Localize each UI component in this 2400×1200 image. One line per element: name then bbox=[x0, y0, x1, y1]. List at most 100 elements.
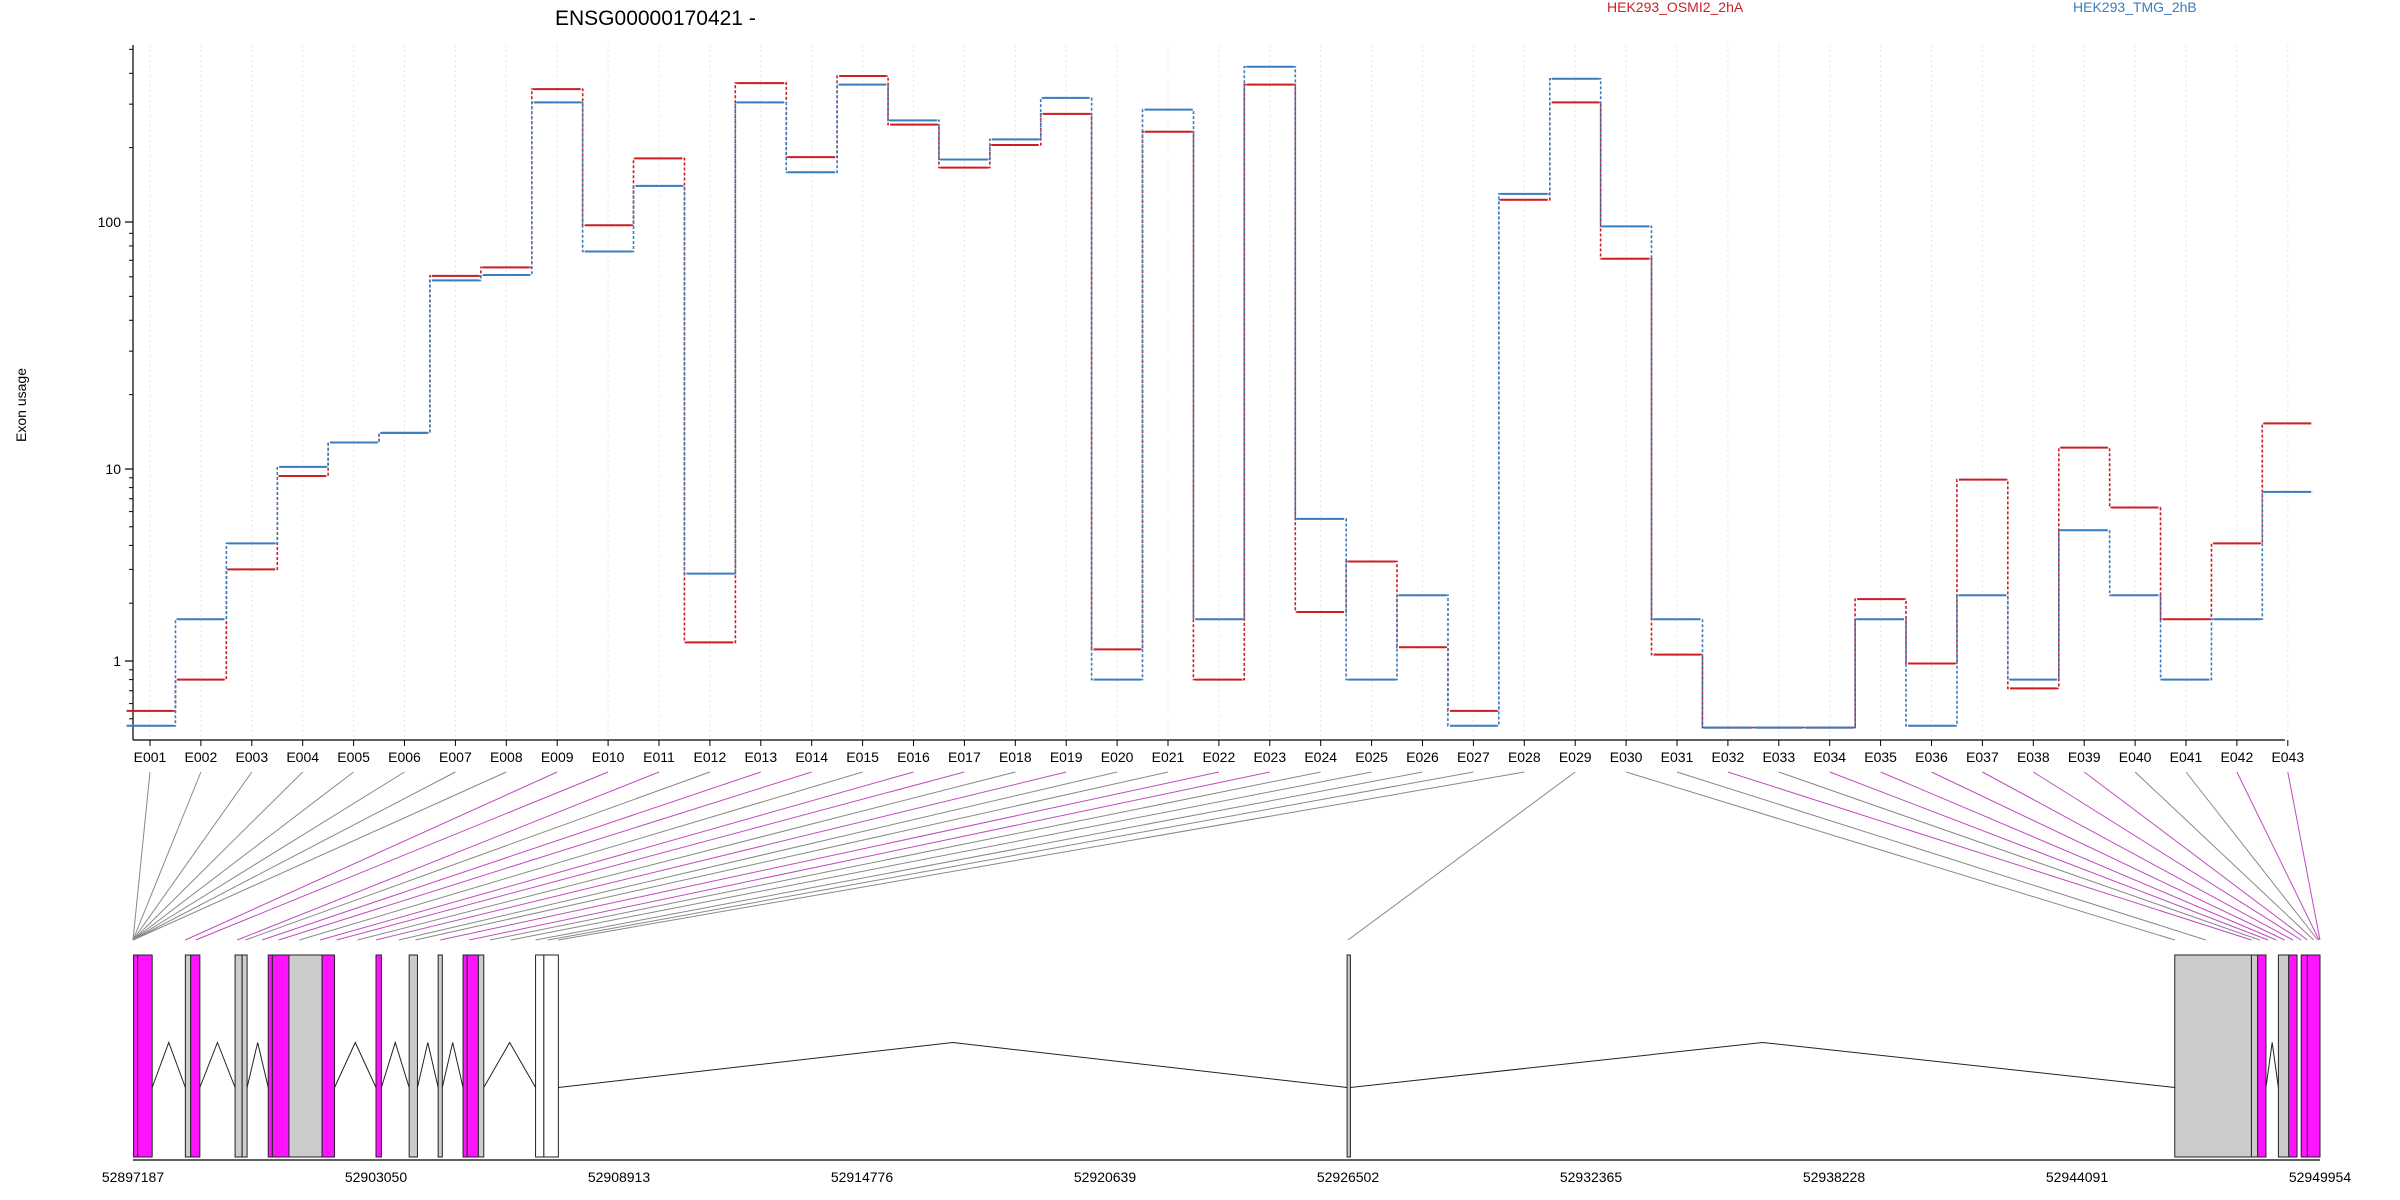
x-tick-label: E043 bbox=[2271, 749, 2304, 765]
coordinate-tick-label: 52949954 bbox=[2289, 1169, 2352, 1185]
legend-series-1: HEK293_OSMI2_2hA bbox=[1607, 0, 1744, 15]
intron-line bbox=[199, 1041, 236, 1088]
x-tick-label: E006 bbox=[388, 749, 421, 765]
x-tick-label: E004 bbox=[286, 749, 319, 765]
exon-map-line bbox=[547, 771, 1474, 941]
exon-map-line bbox=[278, 771, 812, 941]
y-tick-label: 100 bbox=[98, 214, 122, 230]
exon-map-line bbox=[510, 771, 1372, 941]
x-tick-label: E033 bbox=[1762, 749, 1795, 765]
coordinate-tick-label: 52897187 bbox=[102, 1169, 165, 1185]
exon-map-line bbox=[2083, 771, 2308, 941]
x-tick-label: E029 bbox=[1559, 749, 1592, 765]
exon-block bbox=[1346, 954, 1351, 1158]
x-tick-label: E038 bbox=[2017, 749, 2050, 765]
x-tick-label: E012 bbox=[694, 749, 727, 765]
exon-mapping-lines bbox=[132, 771, 2321, 941]
exon-map-line bbox=[1676, 771, 2207, 941]
x-tick-label: E035 bbox=[1864, 749, 1897, 765]
exon-map-line bbox=[132, 771, 405, 941]
x-tick-label: E042 bbox=[2221, 749, 2254, 765]
exon-map-line bbox=[195, 771, 609, 941]
exon-map-line bbox=[236, 771, 660, 941]
x-tick-label: E007 bbox=[439, 749, 472, 765]
coordinate-tick-label: 52914776 bbox=[831, 1169, 894, 1185]
exon-block bbox=[2277, 954, 2290, 1158]
exon-block bbox=[241, 954, 248, 1158]
exon-map-line bbox=[185, 771, 558, 941]
x-tick-label: E010 bbox=[592, 749, 625, 765]
coordinate-tick-label: 52926502 bbox=[1317, 1169, 1380, 1185]
exon-map-line bbox=[2134, 771, 2314, 941]
intron-line bbox=[380, 1040, 410, 1088]
series-line bbox=[133, 66, 2314, 729]
y-tick-label: 1 bbox=[113, 653, 121, 669]
series-line bbox=[133, 75, 2314, 729]
coordinate-tick-label: 52944091 bbox=[2046, 1169, 2109, 1185]
exon-block bbox=[184, 954, 192, 1158]
exon-map-line bbox=[2185, 771, 2319, 941]
x-tick-label: E026 bbox=[1406, 749, 1439, 765]
exon-map-line bbox=[469, 771, 1270, 941]
exon-block bbox=[137, 954, 153, 1158]
exon-map-line bbox=[558, 771, 1525, 941]
x-tick-label: E027 bbox=[1457, 749, 1490, 765]
exon-block bbox=[190, 954, 201, 1158]
series-lines bbox=[126, 65, 2314, 729]
exon-block bbox=[2174, 954, 2252, 1158]
exon-map-line bbox=[1931, 771, 2285, 941]
exon-block bbox=[267, 954, 273, 1158]
exon-map-line bbox=[2033, 771, 2302, 941]
exon-map-line bbox=[535, 771, 1423, 941]
x-tick-label: E028 bbox=[1508, 749, 1541, 765]
exon-block bbox=[375, 954, 382, 1158]
intron-line bbox=[1350, 1041, 2175, 1088]
y-axis-label: Exon usage bbox=[13, 368, 29, 442]
intron-line bbox=[246, 1042, 269, 1088]
exon-block bbox=[234, 954, 243, 1158]
exon-map-line bbox=[415, 771, 1169, 941]
exon-map-line bbox=[132, 771, 202, 941]
axes: 1 10 100 E001 E002 E003 E004 E005 E006 E007 E008 E0… bbox=[98, 45, 2304, 765]
x-tick-label: E005 bbox=[337, 749, 370, 765]
intron-line bbox=[441, 1042, 464, 1088]
exon-map-line bbox=[132, 771, 253, 941]
x-tick-label: E021 bbox=[1152, 749, 1185, 765]
coordinate-tick-label: 52920639 bbox=[1074, 1169, 1137, 1185]
x-tick-label: E009 bbox=[541, 749, 574, 765]
x-tick-label: E019 bbox=[1050, 749, 1083, 765]
intron-line bbox=[334, 1041, 377, 1088]
x-tick-label: E032 bbox=[1712, 749, 1745, 765]
x-tick-label: E023 bbox=[1253, 749, 1286, 765]
exon-map-line bbox=[132, 771, 507, 941]
x-tick-label: E014 bbox=[795, 749, 828, 765]
exon-block bbox=[321, 954, 336, 1158]
exon-block bbox=[477, 954, 485, 1158]
exon-map-line bbox=[1727, 771, 2252, 941]
exon-map-line bbox=[440, 771, 1220, 941]
exon-block bbox=[2288, 954, 2298, 1158]
exon-block bbox=[462, 954, 468, 1158]
x-tick-label: E031 bbox=[1661, 749, 1694, 765]
exon-block bbox=[466, 954, 479, 1158]
exon-block bbox=[2250, 954, 2259, 1158]
legend-series-2: HEK293_TMG_2hB bbox=[2073, 0, 2197, 15]
exon-map-line bbox=[375, 771, 1067, 941]
exon-map-line bbox=[319, 771, 914, 941]
exon-map-line bbox=[1880, 771, 2277, 941]
exon-block bbox=[535, 954, 545, 1158]
exon-block bbox=[408, 954, 418, 1158]
exon-map-line bbox=[261, 771, 761, 941]
grid-lines bbox=[149, 45, 2289, 740]
x-tick-label: E040 bbox=[2119, 749, 2152, 765]
exon-map-line bbox=[1778, 771, 2260, 941]
exon-block bbox=[288, 954, 323, 1158]
x-tick-label: E016 bbox=[897, 749, 930, 765]
x-tick-label: E001 bbox=[134, 749, 167, 765]
exon-block bbox=[543, 954, 559, 1158]
x-tick-label: E018 bbox=[999, 749, 1032, 765]
exon-map-line bbox=[132, 771, 151, 941]
x-tick-label: E039 bbox=[2068, 749, 2101, 765]
intron-line bbox=[416, 1042, 439, 1088]
